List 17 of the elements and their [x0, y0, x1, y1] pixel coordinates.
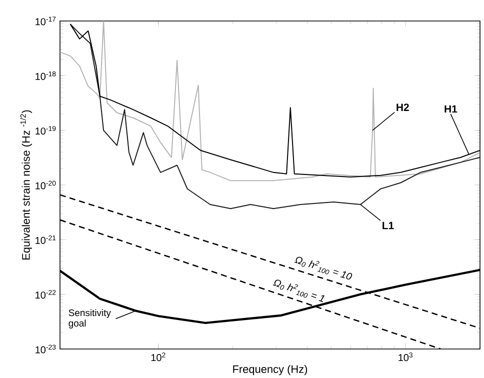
annotation: H1 — [444, 105, 458, 112]
text: Ω$_{0}$ h$^{2}$$_{100}$ = 1 — [272, 280, 324, 302]
y-tick-label: 10$^{-18}$ — [36, 71, 56, 80]
annotation: Sensitivity goal — [68, 308, 111, 328]
y-axis-title: Equivalent strain noise (Hz $^{-1/2}$) — [20, 110, 32, 260]
x-tick-label: 10$^{3}$ — [398, 352, 413, 361]
annotation: L1 — [382, 222, 394, 229]
y-tick-label: 10$^{-23}$ — [36, 344, 56, 354]
y-tick-label: 10$^{-17}$ — [36, 16, 56, 26]
annotation: H2 — [396, 103, 409, 111]
x-tick-label: 10$^{2}$ — [151, 352, 166, 361]
x-axis-title: Frequency (Hz) — [233, 364, 308, 375]
y-tick-label: 10$^{-22}$ — [36, 290, 56, 298]
y-tick-label: 10$^{-19}$ — [36, 126, 56, 134]
y-tick-label: 10$^{-21}$ — [36, 235, 56, 244]
y-tick-label: 10$^{-20}$ — [36, 180, 56, 190]
text: Ω$_{0}$ h$^{2}$$_{100}$ = 10 — [294, 256, 352, 280]
